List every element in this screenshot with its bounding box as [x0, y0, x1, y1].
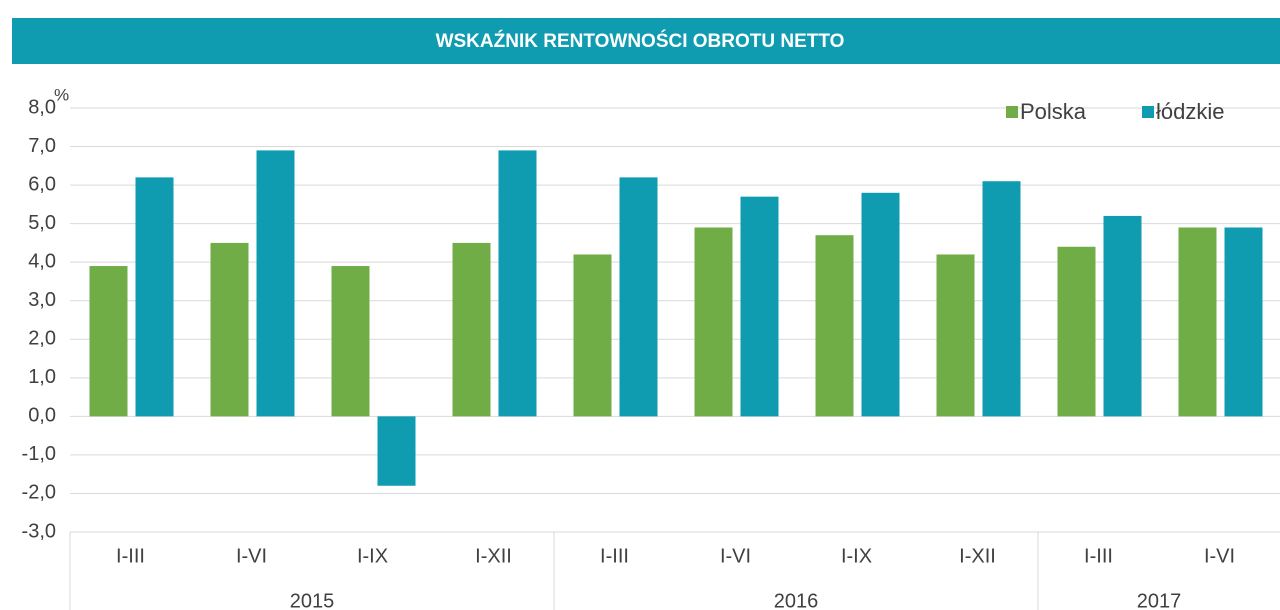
bar [1103, 215, 1142, 417]
group-label: 2015 [290, 590, 335, 610]
bar [694, 227, 733, 417]
bar [861, 192, 900, 417]
legend-label: łódzkie [1156, 99, 1224, 124]
group-label: 2017 [1137, 590, 1182, 610]
y-tick-label: -3,0 [22, 520, 56, 542]
y-tick-label: 6,0 [28, 173, 56, 195]
y-tick-label: -1,0 [22, 443, 56, 465]
y-tick-label: 0,0 [28, 405, 56, 427]
x-tick-label: I-III [600, 545, 629, 567]
y-tick-label: 5,0 [28, 212, 56, 234]
bar [256, 150, 295, 417]
bar [815, 235, 854, 417]
x-tick-label: I-VI [236, 545, 267, 567]
bar [377, 416, 416, 486]
y-tick-label: 7,0 [28, 135, 56, 157]
bar [740, 196, 779, 417]
y-tick-label: 3,0 [28, 289, 56, 311]
x-tick-label: I-VI [720, 545, 751, 567]
y-tick-label: 1,0 [28, 366, 56, 388]
x-tick-label: I-XII [475, 545, 512, 567]
bar [452, 242, 491, 417]
y-tick-label: 4,0 [28, 250, 56, 272]
x-tick-label: I-IX [841, 545, 872, 567]
bar [1224, 227, 1263, 417]
x-tick-label: I-IX [357, 545, 388, 567]
title-bar [12, 18, 1280, 64]
bar [89, 266, 128, 417]
y-unit: % [54, 85, 69, 104]
x-tick-label: I-VI [1204, 545, 1235, 567]
bar [982, 181, 1021, 417]
bar [331, 266, 370, 417]
bar [573, 254, 612, 417]
x-tick-label: I-III [116, 545, 145, 567]
x-tick-label: I-III [1084, 545, 1113, 567]
bar [498, 150, 537, 417]
y-tick-label: -2,0 [22, 482, 56, 504]
legend-swatch [1006, 106, 1018, 118]
y-tick-label: 8,0 [28, 96, 56, 118]
group-label: 2016 [774, 590, 819, 610]
x-tick-label: I-XII [959, 545, 996, 567]
bar [936, 254, 975, 417]
legend-swatch [1142, 106, 1154, 118]
bar [210, 242, 249, 417]
bar [619, 177, 658, 417]
bar [1057, 246, 1096, 417]
bar [135, 177, 174, 417]
chart-title: WSKAŹNIK RENTOWNOŚCI OBROTU NETTO [436, 30, 845, 52]
legend-label: Polska [1020, 99, 1087, 124]
y-tick-label: 2,0 [28, 328, 56, 350]
bar [1178, 227, 1217, 417]
